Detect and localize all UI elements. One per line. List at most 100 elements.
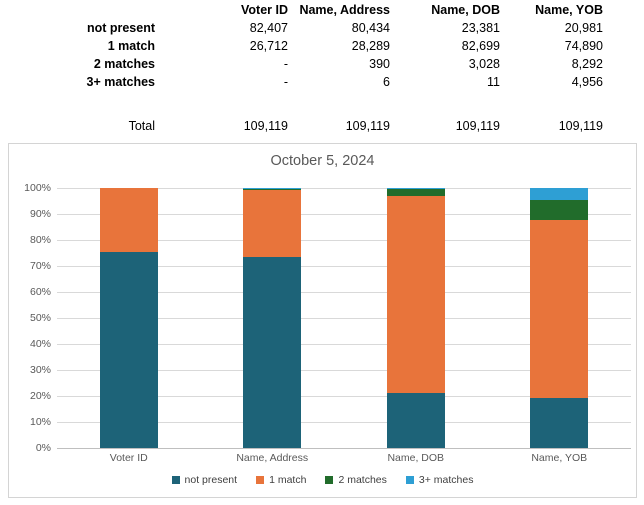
gridline bbox=[57, 396, 631, 397]
column-header: Name, Address bbox=[299, 3, 390, 17]
legend-item: 2 matches bbox=[325, 474, 387, 486]
legend-label: not present bbox=[184, 474, 238, 486]
table-cell: 74,890 bbox=[564, 39, 603, 53]
bar-segment bbox=[386, 392, 445, 448]
table-cell: 20,981 bbox=[564, 21, 603, 35]
category-label: Name, Address bbox=[236, 452, 309, 464]
table-row: 2 matches - 390 3,028 8,292 bbox=[0, 55, 603, 73]
table-cell: 82,699 bbox=[461, 39, 500, 53]
y-tick-label: 90% bbox=[29, 208, 51, 220]
table-cell: 23,381 bbox=[461, 21, 500, 35]
bar-segment bbox=[530, 199, 589, 220]
y-tick-label: 40% bbox=[29, 338, 51, 350]
bar-segment bbox=[99, 251, 158, 448]
gridline bbox=[57, 214, 631, 215]
legend: not present 1 match 2 matches 3+ matches bbox=[9, 474, 636, 486]
column-header: Voter ID bbox=[241, 3, 288, 17]
y-tick-label: 10% bbox=[29, 416, 51, 428]
stacked-bar bbox=[386, 188, 445, 448]
bar-slot bbox=[201, 187, 345, 448]
stacked-bar-chart: October 5, 2024 0% 10% 20% 30% 40% 50% 60% 70% 8… bbox=[8, 143, 637, 498]
bar-segment bbox=[530, 219, 589, 399]
plot-area bbox=[57, 187, 632, 448]
y-tick-label: 50% bbox=[29, 312, 51, 324]
gridline bbox=[57, 448, 631, 449]
table-cell: 6 bbox=[383, 75, 390, 89]
table-cell: - bbox=[283, 75, 288, 89]
table-cell: 4,956 bbox=[571, 75, 603, 89]
table-cell: 390 bbox=[369, 57, 390, 71]
y-tick-label: 30% bbox=[29, 364, 51, 376]
legend-item: not present bbox=[171, 474, 238, 486]
bar-segment bbox=[386, 188, 445, 189]
total-row: Total 109,119 109,119 109,119 109,119 bbox=[0, 117, 603, 135]
legend-item: 3+ matches bbox=[405, 474, 474, 486]
bar-segment bbox=[99, 188, 158, 252]
row-label: 1 match bbox=[107, 39, 155, 53]
legend-swatch bbox=[256, 476, 265, 484]
bar-segment bbox=[243, 257, 302, 448]
table-cell: 8,292 bbox=[571, 57, 603, 71]
category-label: Name, DOB bbox=[387, 452, 445, 464]
bar-segment bbox=[243, 187, 302, 189]
table-cell: 26,712 bbox=[249, 39, 288, 53]
legend-swatch bbox=[325, 476, 334, 484]
row-label: 2 matches bbox=[93, 57, 155, 71]
y-tick-label: 20% bbox=[29, 390, 51, 402]
table-cell: - bbox=[283, 57, 288, 71]
category-label: Name, YOB bbox=[531, 452, 588, 464]
match-counts-table: Voter ID Name, Address Name, DOB Name, YOB … bbox=[0, 1, 603, 135]
table-cell: 109,119 bbox=[455, 119, 500, 133]
gridline bbox=[57, 344, 631, 345]
column-header: Name, YOB bbox=[535, 3, 603, 17]
table-cell: 109,119 bbox=[558, 119, 603, 133]
column-header: Name, DOB bbox=[431, 3, 500, 17]
chart-title: October 5, 2024 bbox=[270, 153, 375, 169]
table-cell: 11 bbox=[487, 75, 500, 89]
table-cell: 109,119 bbox=[243, 119, 288, 133]
corner-cell bbox=[0, 1, 155, 19]
row-label: 3+ matches bbox=[86, 75, 155, 89]
legend-label: 3+ matches bbox=[418, 474, 474, 486]
gridline bbox=[57, 292, 631, 293]
table-cell: 3,028 bbox=[468, 57, 500, 71]
gridline bbox=[57, 422, 631, 423]
gridline bbox=[57, 188, 631, 189]
stacked-bar bbox=[530, 188, 589, 448]
bar-slot bbox=[57, 188, 201, 448]
bar-segment bbox=[530, 398, 589, 448]
y-tick-label: 80% bbox=[29, 234, 51, 246]
bar-segment bbox=[386, 196, 445, 393]
table-row: 1 match 26,712 28,289 82,699 74,890 bbox=[0, 37, 603, 55]
legend-item: 1 match bbox=[256, 474, 306, 486]
bar-segment bbox=[530, 188, 589, 200]
x-axis-labels: Voter ID Name, Address Name, DOB Name, YOB bbox=[57, 452, 631, 464]
table-row: not present 82,407 80,434 23,381 20,981 bbox=[0, 19, 603, 37]
gridline bbox=[57, 370, 631, 371]
row-label: Total bbox=[128, 119, 155, 133]
legend-swatch bbox=[405, 476, 414, 484]
spacer-row bbox=[0, 91, 603, 117]
bar-segment bbox=[243, 189, 302, 258]
table-cell: 109,119 bbox=[345, 119, 390, 133]
stacked-bar bbox=[99, 188, 158, 448]
legend-label: 2 matches bbox=[338, 474, 387, 486]
row-label: not present bbox=[86, 21, 155, 35]
y-tick-label: 0% bbox=[35, 442, 51, 454]
legend-label: 1 match bbox=[269, 474, 307, 486]
bar-slot bbox=[344, 188, 488, 448]
table-cell: 82,407 bbox=[249, 21, 288, 35]
y-tick-label: 70% bbox=[29, 260, 51, 272]
bar-segment bbox=[386, 189, 445, 197]
legend-swatch bbox=[171, 476, 180, 484]
bar-segment bbox=[243, 188, 302, 190]
y-tick-label: 60% bbox=[29, 286, 51, 298]
bar-slot bbox=[488, 188, 632, 448]
table-row: 3+ matches - 6 11 4,956 bbox=[0, 73, 603, 91]
gridline bbox=[57, 266, 631, 267]
table-cell: 28,289 bbox=[351, 39, 390, 53]
table-cell: 80,434 bbox=[351, 21, 390, 35]
category-label: Voter ID bbox=[109, 452, 148, 464]
gridline bbox=[57, 318, 631, 319]
gridline bbox=[57, 240, 631, 241]
